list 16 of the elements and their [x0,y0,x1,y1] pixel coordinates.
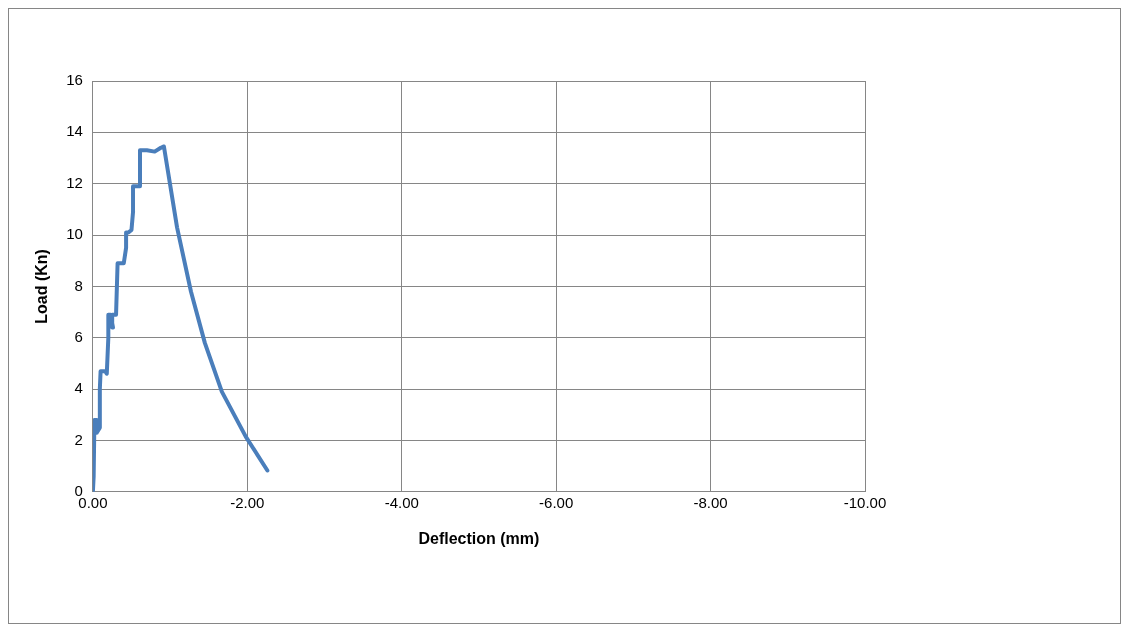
x-tick-label: -4.00 [384,493,419,511]
x-tick-label: -8.00 [693,493,728,511]
y-tick-label: 0 [74,481,83,499]
y-tick-label: 2 [74,430,83,448]
x-tick-label: -2.00 [230,493,265,511]
y-tick-label: 10 [66,225,83,243]
y-tick-label: 8 [74,276,83,294]
y-tick-label: 12 [66,173,83,191]
y-tick-label: 4 [74,379,83,397]
x-tick-label: -10.00 [843,493,887,511]
y-tick-label: 6 [74,327,83,345]
y-tick-label: 16 [66,71,83,89]
y-tick-label: 14 [66,122,83,140]
y-axis-title: Load (Kn) [33,249,51,324]
x-tick-label: -6.00 [539,493,574,511]
x-axis-title: Deflection (mm) [418,529,540,547]
